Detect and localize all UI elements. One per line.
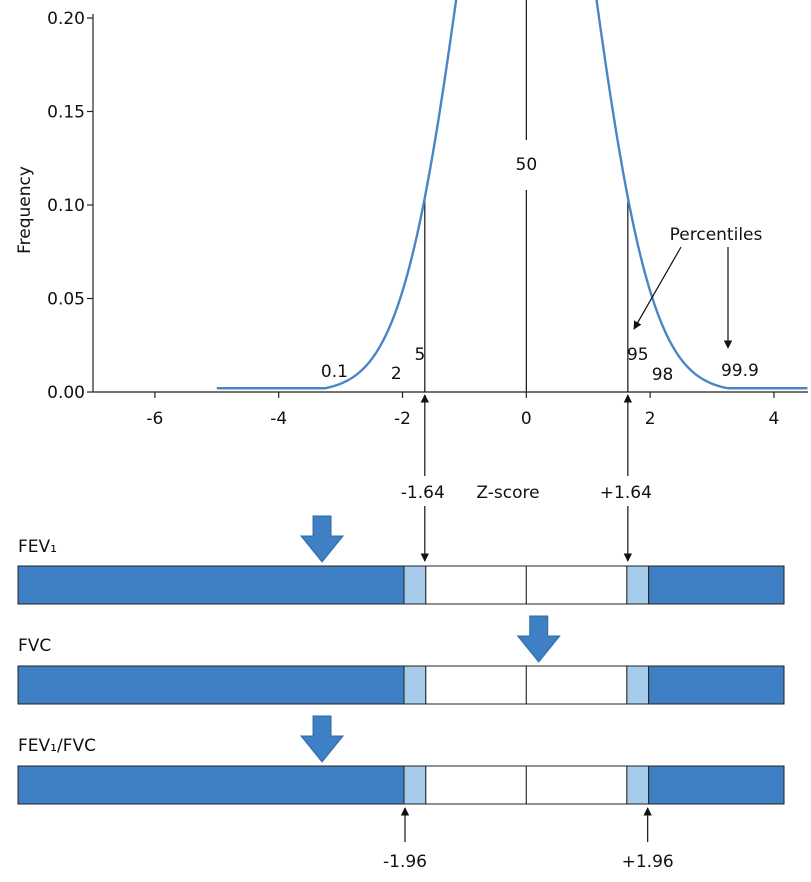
bar-segment-abnormal-low	[18, 766, 404, 804]
normal-distribution-curve	[217, 0, 808, 388]
percentile-label: 95	[627, 345, 649, 365]
y-tick-label: 0.20	[47, 9, 85, 29]
cutoff-label-plus-1-64: +1.64	[600, 483, 652, 503]
x-tick-label: 4	[769, 409, 780, 429]
x-tick-label: 2	[645, 409, 656, 429]
x-axis-ticks: -6 -4 -2 0 2 4	[146, 392, 779, 429]
z-score-marker-lines	[425, 0, 628, 392]
bar-segment-borderline-low	[404, 566, 426, 604]
bar-segment-normal-high	[526, 666, 627, 704]
result-bar	[18, 516, 784, 604]
patient-result-arrow-icon	[301, 516, 343, 562]
bar-segment-normal-low	[426, 566, 527, 604]
x-axis-label: Z-score	[476, 483, 539, 503]
result-bar	[18, 616, 784, 704]
percentiles-annotation: Percentiles	[670, 225, 763, 245]
percentile-label: 50	[516, 155, 538, 175]
x-tick-label: -2	[394, 409, 411, 429]
cutoff-label-minus-1-96: -1.96	[383, 852, 427, 872]
bar-segment-normal-high	[526, 766, 627, 804]
bar-label-fvc: FVC	[18, 636, 51, 656]
patient-result-arrow-icon	[301, 716, 343, 762]
percentile-label: 0.1	[321, 362, 348, 382]
bar-segment-normal-low	[426, 766, 527, 804]
bar-segment-abnormal-high	[649, 566, 784, 604]
percentile-label: 99.9	[721, 361, 759, 381]
cutoff-1-96-arrows	[405, 808, 648, 842]
bar-segment-borderline-low	[404, 666, 426, 704]
y-tick-label: 0.15	[47, 103, 85, 123]
bar-segment-abnormal-low	[18, 666, 404, 704]
bar-segment-borderline-low	[404, 766, 426, 804]
result-bar	[18, 716, 784, 804]
bar-segment-normal-low	[426, 666, 527, 704]
bar-label-fev1: FEV₁	[18, 537, 57, 557]
y-axis-ticks: 0.00 0.05 0.10 0.15 0.20	[47, 9, 93, 403]
bar-segment-borderline-high	[627, 566, 649, 604]
patient-result-arrow-icon	[518, 616, 560, 662]
y-tick-label: 0.00	[47, 383, 85, 403]
y-tick-label: 0.10	[47, 196, 85, 216]
bar-segment-borderline-high	[627, 666, 649, 704]
bar-segment-abnormal-low	[18, 566, 404, 604]
y-axis-label: Frequency	[15, 166, 35, 254]
bar-segment-borderline-high	[627, 766, 649, 804]
bar-label-fev1-fvc: FEV₁/FVC	[18, 736, 96, 756]
bar-segment-normal-high	[526, 566, 627, 604]
result-bars	[18, 516, 784, 804]
percentile-label: 2	[391, 364, 402, 384]
cutoff-label-minus-1-64: -1.64	[401, 483, 445, 503]
y-tick-label: 0.05	[47, 290, 85, 310]
x-tick-label: 0	[521, 409, 532, 429]
percentile-label: 5	[414, 345, 425, 365]
cutoff-label-plus-1-96: +1.96	[622, 852, 674, 872]
z-score-distribution-chart: 0.000.050.100.150.20 -6 -4 -2 0 2 4 0.1 255095…	[15, 0, 808, 503]
percentile-label: 98	[652, 365, 674, 385]
x-tick-label: -6	[146, 409, 163, 429]
bar-segment-abnormal-high	[649, 666, 784, 704]
percentiles-pointer-arrows	[634, 247, 728, 348]
bar-segment-abnormal-high	[649, 766, 784, 804]
x-tick-label: -4	[270, 409, 287, 429]
